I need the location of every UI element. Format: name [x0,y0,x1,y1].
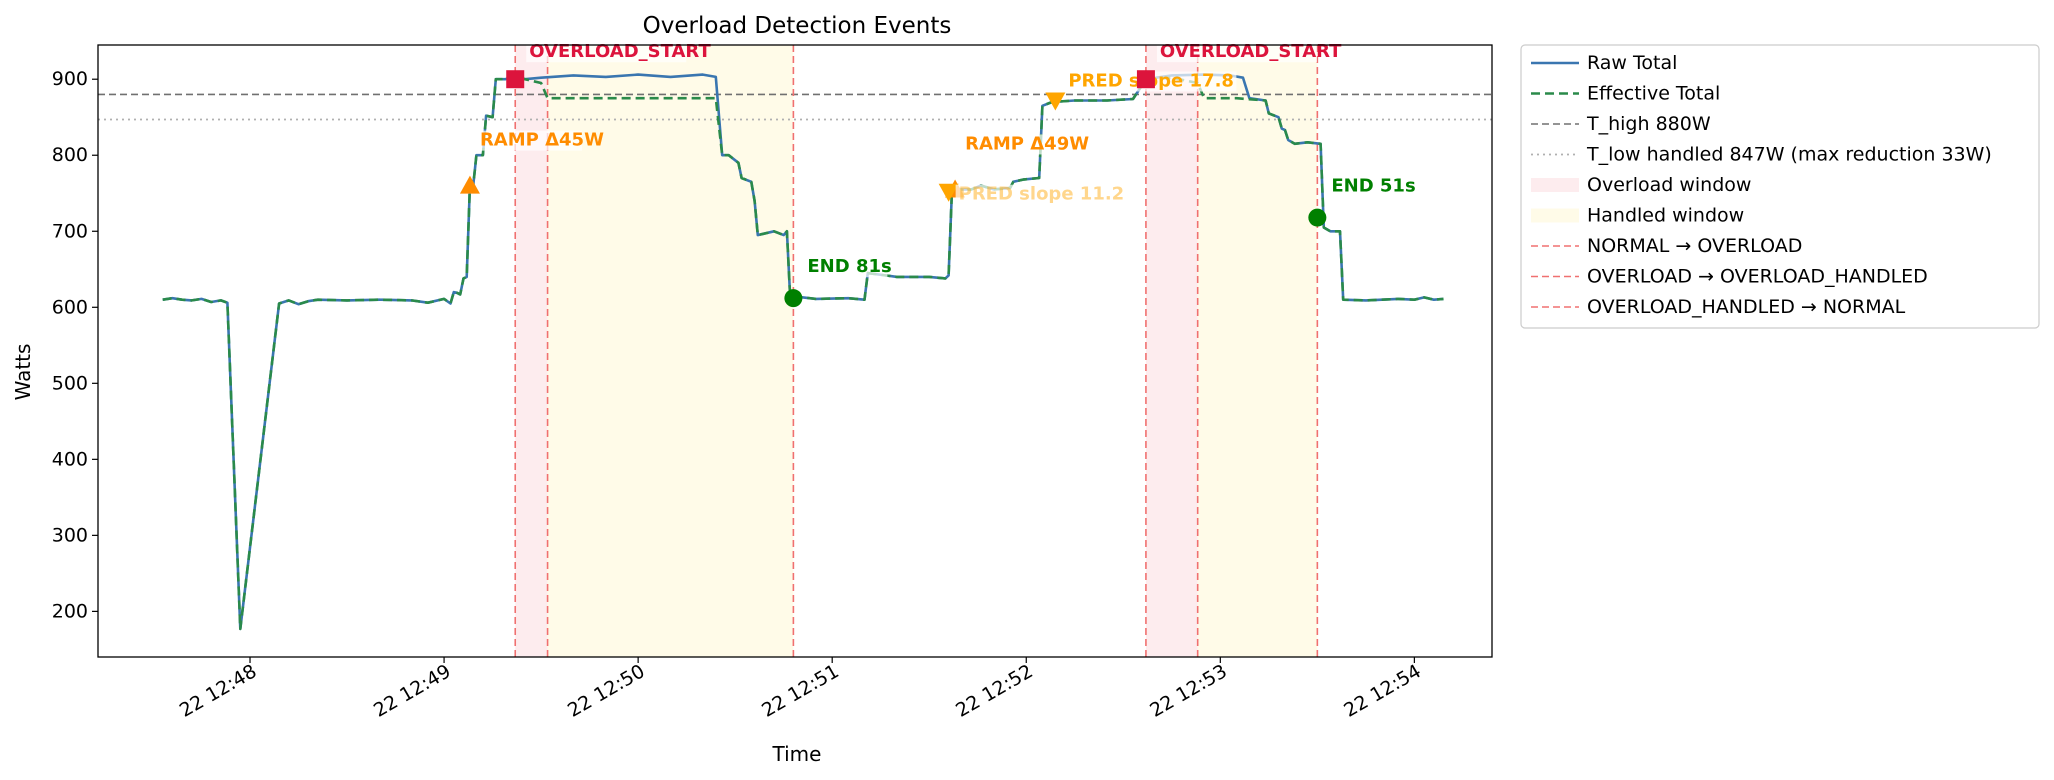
y-tick-label: 300 [52,524,88,546]
effective-total-line [162,74,1444,631]
legend-label: OVERLOAD → OVERLOAD_HANDLED [1587,266,1928,288]
y-tick-label: 400 [52,448,88,470]
y-tick-label: 500 [52,372,88,394]
y-tick-label: 600 [52,296,88,318]
legend-label: T_low handled 847W (max reduction 33W) [1586,144,1992,166]
end-marker [1308,208,1327,227]
event-label: OVERLOAD_START [1160,41,1342,62]
y-tick-label: 200 [52,600,88,622]
event-label: RAMP Δ49W [965,133,1089,154]
pred-marker [938,183,959,202]
legend-label: Raw Total [1587,52,1677,74]
event-label: RAMP Δ45W [480,130,604,151]
legend-box [1520,44,2040,329]
y-tick-label: 900 [52,68,88,90]
pred-marker [1045,92,1066,111]
series-lines [162,73,1444,631]
event-label: OVERLOAD_START [529,41,711,62]
event-label-background [962,134,1068,155]
handled-window [1197,45,1318,657]
legend-swatch-overload-window [1531,178,1579,192]
y-axis-label: Watts [11,344,35,401]
end-marker [784,289,803,308]
legend-swatch-handled-window [1531,208,1579,223]
event-label: END 51s [1331,176,1415,197]
axes-frame [97,44,1493,658]
overload-window [1145,45,1198,657]
chart-title: Overload Detection Events [643,13,952,39]
legend-label: OVERLOAD_HANDLED → NORMAL [1587,296,1906,318]
handled-window [547,45,794,657]
legend-label: NORMAL → OVERLOAD [1587,235,1802,257]
y-tick-label: 700 [52,220,88,242]
legend-label: Handled window [1587,205,1744,227]
legend-label: T_high 880W [1586,113,1711,135]
event-label: PRED slope 11.2 [959,184,1125,205]
event-label-background [955,184,1127,205]
x-axis-label: Time [772,742,822,766]
ramp-marker [459,175,480,194]
legend-label: Overload window [1587,174,1751,196]
legend-label: Effective Total [1587,83,1720,105]
event-label-background [476,130,582,151]
event-label: END 81s [807,256,891,277]
overload-start-marker [1136,70,1155,89]
event-label-background [1156,42,1317,63]
threshold-lines [98,93,1492,121]
event-label-background [1328,176,1412,197]
event-label-background [526,42,687,63]
y-tick-label: 800 [52,144,88,166]
overload-start-marker [506,70,525,89]
event-label-background [804,257,888,278]
legend: Raw Total Effective Total T_high 880W T_low… [1520,44,2040,329]
